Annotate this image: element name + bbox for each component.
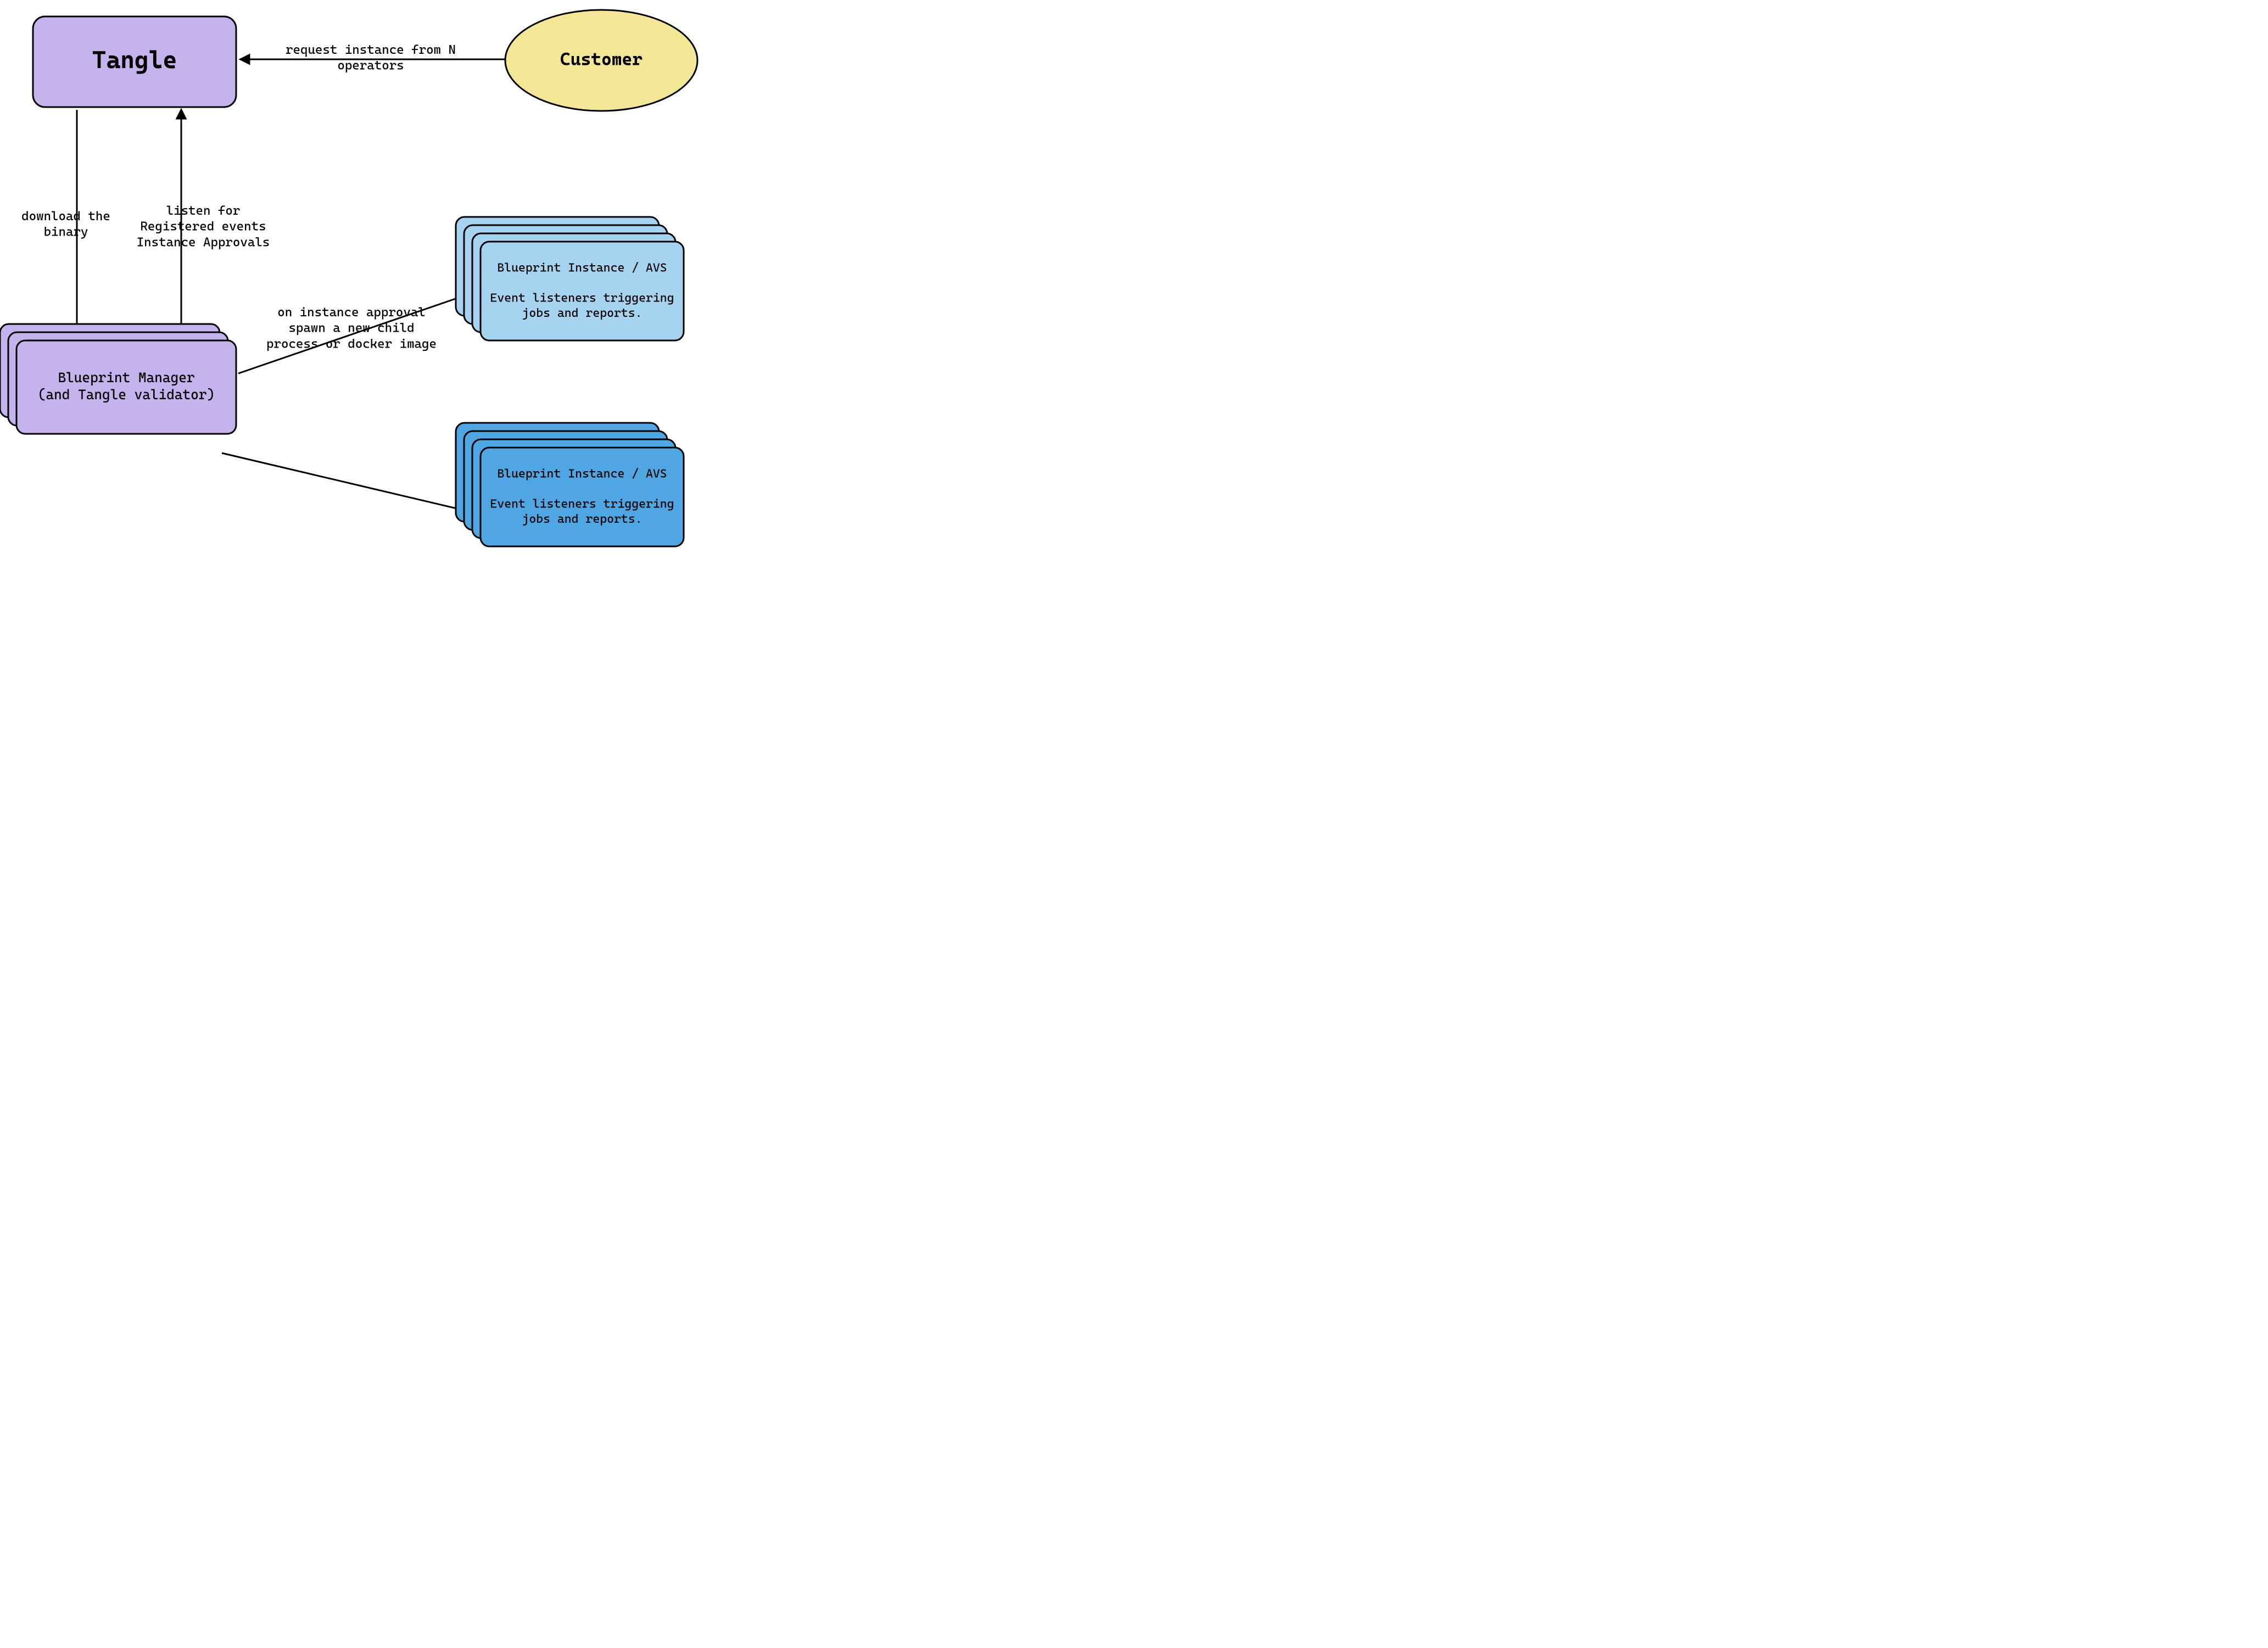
- instance_dark-line-2: Event listeners triggering: [490, 497, 674, 511]
- manager_to_tangle_up-label-line-1: Registered events: [140, 220, 266, 234]
- manager_to_light-label-line-2: process or docker image: [266, 337, 437, 351]
- tangle_to_manager_down-label-line-1: binary: [44, 225, 88, 239]
- manager_to_light: on instance approvalspawn a new childpro…: [238, 291, 478, 373]
- manager_to_tangle_up-label-line-0: listen for: [166, 204, 241, 218]
- customer_to_tangle-label-line-1: operators: [337, 59, 404, 73]
- instance_light-line-3: jobs and reports.: [522, 306, 642, 320]
- instance_light-line-2: Event listeners triggering: [490, 291, 674, 305]
- instance_light: Blueprint Instance / AVS Event listeners …: [456, 217, 684, 340]
- manager_to_dark: [222, 453, 478, 513]
- instance_light-line-0: Blueprint Instance / AVS: [497, 261, 667, 275]
- manager_to_light-label-line-1: spawn a new child: [288, 321, 414, 336]
- customer-label: Customer: [560, 48, 643, 69]
- tangle: Tangle: [33, 16, 236, 107]
- instance_dark: Blueprint Instance / AVS Event listeners …: [456, 423, 684, 546]
- customer_to_tangle: request instance from N operators: [241, 43, 505, 73]
- blueprint_manager: Blueprint Manager(and Tangle validator): [0, 324, 236, 434]
- blueprint_manager-line-0: Blueprint Manager: [58, 370, 194, 386]
- tangle-label: Tangle: [92, 46, 177, 74]
- manager_to_tangle_up-label-line-2: Instance Approvals: [137, 235, 270, 249]
- manager_to_light-label-line-0: on instance approval: [277, 305, 426, 320]
- tangle_to_manager_down-label-line-0: download the: [21, 209, 110, 224]
- instance_dark-line-0: Blueprint Instance / AVS: [497, 467, 667, 481]
- customer: Customer: [505, 10, 697, 111]
- customer_to_tangle-label-line-0: request instance from N: [286, 43, 456, 57]
- blueprint_manager-line-1: (and Tangle validator): [38, 387, 215, 403]
- tangle_to_manager_down: download thebinary: [21, 110, 110, 349]
- architecture-diagram: request instance from N operators download…: [0, 0, 857, 626]
- manager_to_tangle_up: listen for Registered eventsInstance Appr…: [137, 110, 270, 354]
- instance_dark-line-3: jobs and reports.: [522, 512, 642, 526]
